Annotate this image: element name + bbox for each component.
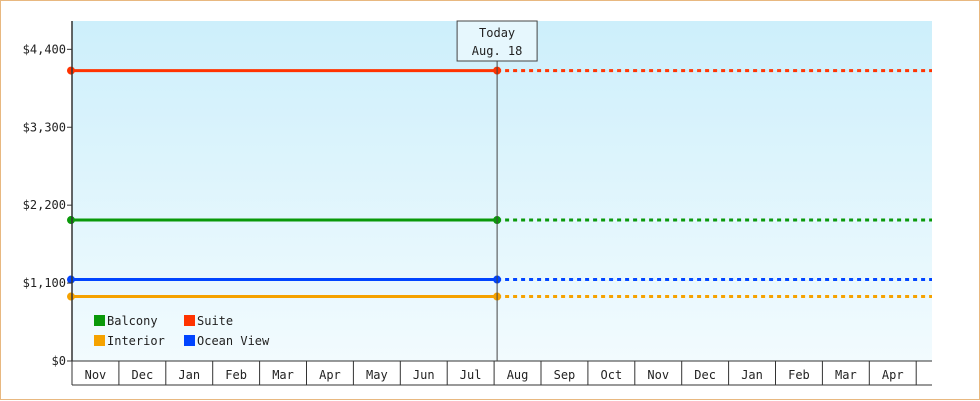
month-label: Feb [788, 368, 810, 382]
plot-background [72, 21, 932, 361]
month-axis: Nov Dec Jan Feb Mar Apr May Jun Jul Aug Sep Oct Nov D… [71, 361, 932, 386]
axis-layer: $0 $1,100 $2,200 $3,300 $4,400 [23, 21, 932, 368]
y-tick-label: $0 [52, 354, 66, 368]
data-point [67, 292, 75, 301]
month-label: Dec [132, 368, 154, 382]
legend: Balcony Suite Interior Ocean View [94, 314, 270, 348]
y-tick-label: $2,200 [23, 198, 66, 212]
legend-swatch [184, 335, 195, 346]
month-label: Feb [225, 368, 247, 382]
today-box [456, 20, 538, 62]
month-label: Jan [178, 368, 200, 382]
month-label: Dec [694, 368, 716, 382]
month-label: Apr [319, 368, 341, 382]
month-label: Oct [601, 368, 623, 382]
legend-label: Ocean View [197, 334, 270, 348]
month-label: Nov [85, 368, 107, 382]
today-date: Aug. 18 [472, 44, 523, 58]
month-label: Nov [647, 368, 669, 382]
data-point [67, 216, 75, 225]
month-label: Sep [554, 368, 576, 382]
month-label: Mar [272, 368, 294, 382]
legend-swatch [94, 335, 105, 346]
month-label: Jun [413, 368, 435, 382]
legend-label: Balcony [107, 314, 158, 328]
series-balcony [67, 216, 932, 225]
legend-item: Suite [184, 314, 233, 328]
month-label: Apr [882, 368, 904, 382]
legend-item: Ocean View [184, 334, 270, 348]
today-marker: Today Aug. 18 [456, 20, 538, 361]
month-label: Jan [741, 368, 763, 382]
legend-label: Suite [197, 314, 233, 328]
today-label: Today [479, 26, 515, 40]
y-tick-label: $4,400 [23, 42, 66, 56]
legend-swatch [184, 315, 195, 326]
data-point [67, 275, 75, 284]
series-suite [67, 66, 932, 75]
legend-item: Balcony [94, 314, 158, 328]
y-tick-label: $3,300 [23, 120, 66, 134]
month-label: Aug [507, 368, 529, 382]
legend-swatch [94, 315, 105, 326]
month-label: May [366, 368, 388, 382]
legend-item: Interior [94, 334, 165, 348]
month-label: Mar [835, 368, 857, 382]
y-tick-label: $1,100 [23, 276, 66, 290]
data-point [67, 66, 75, 75]
month-label: Jul [460, 368, 482, 382]
legend-label: Interior [107, 334, 165, 348]
